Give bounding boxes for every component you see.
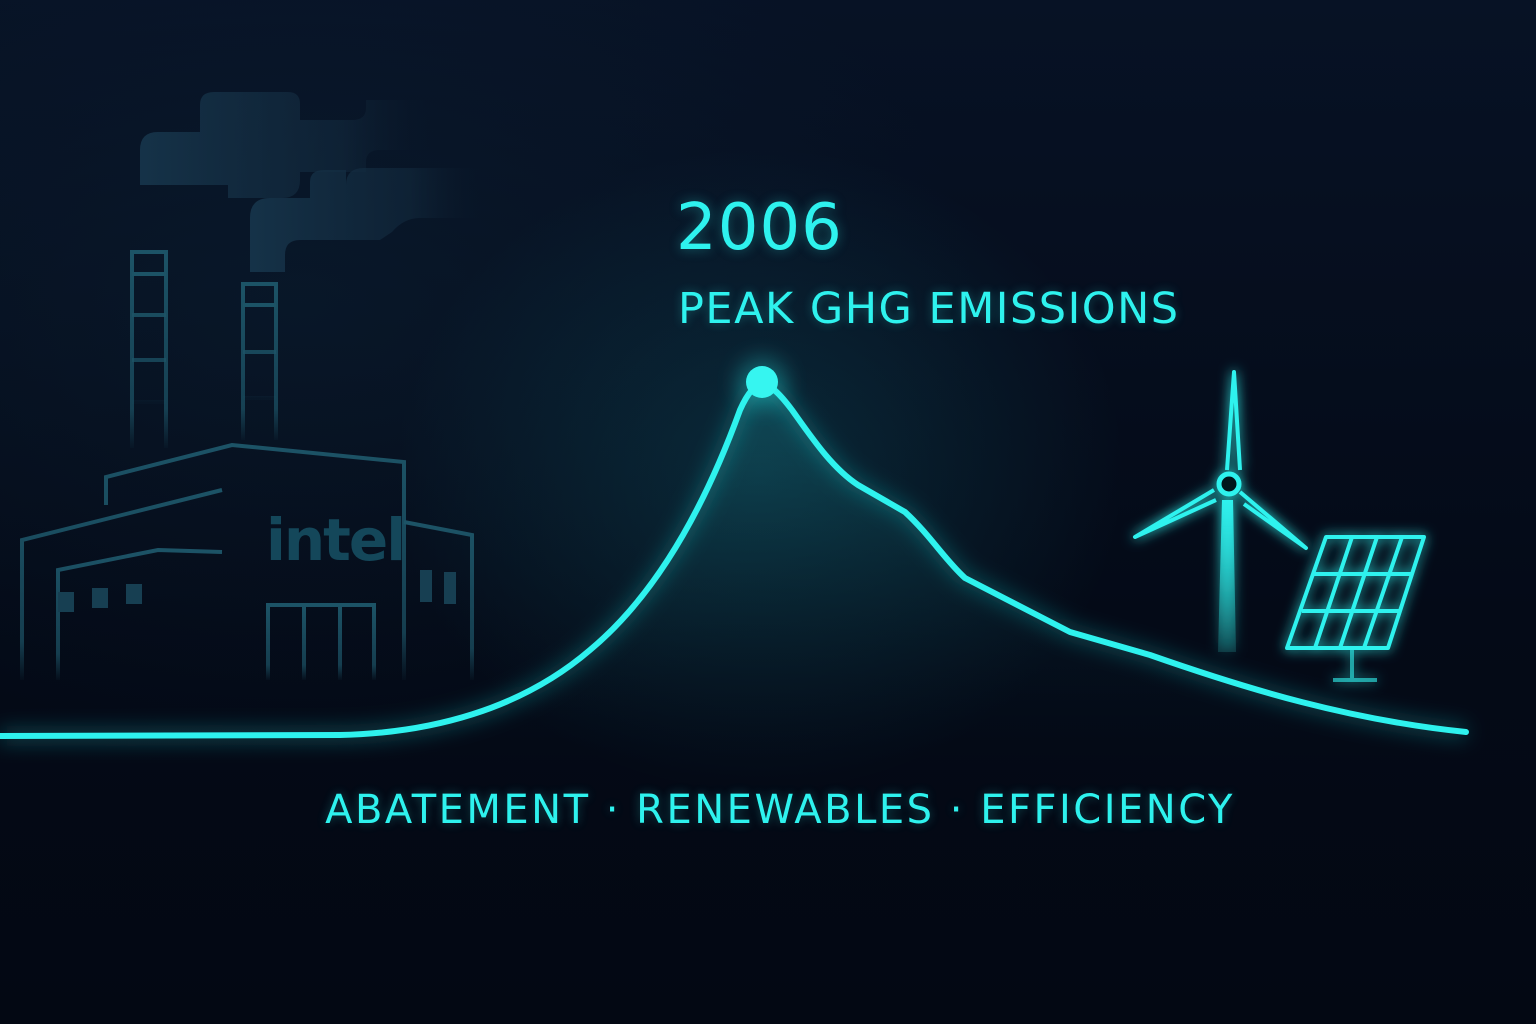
wind-turbine-icon xyxy=(1133,370,1308,652)
emissions-area-glow xyxy=(0,384,1466,760)
peak-caption-label: PEAK GHG EMISSIONS xyxy=(678,284,1180,334)
factory-brand-logo: intel xyxy=(266,506,404,574)
strategy-tagline: ABATEMENT · RENEWABLES · EFFICIENCY xyxy=(325,787,1235,833)
peak-marker xyxy=(746,366,778,398)
peak-year-label: 2006 xyxy=(676,191,843,265)
smoke-icon xyxy=(140,92,480,272)
solar-panel-icon xyxy=(1285,535,1426,682)
factory-icon: intel xyxy=(20,92,480,680)
